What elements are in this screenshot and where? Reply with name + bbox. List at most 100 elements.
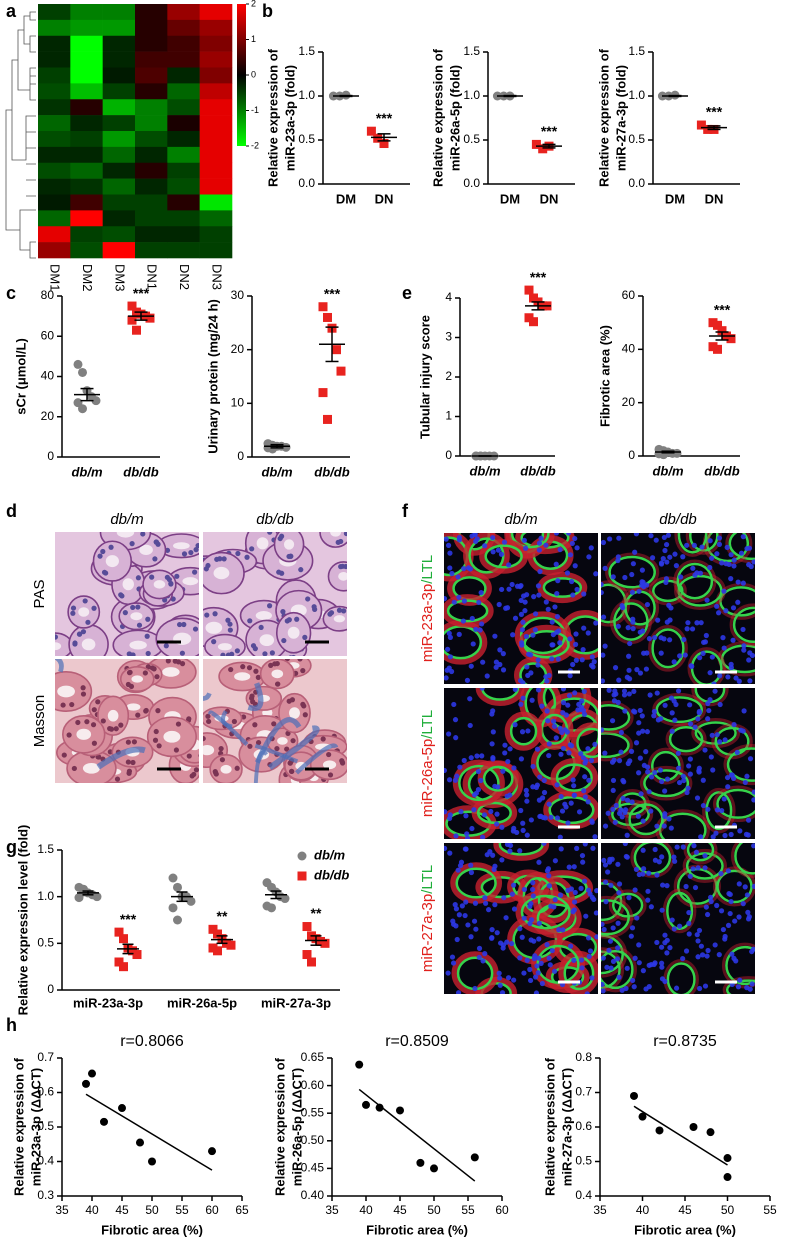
y-tick-label: 0.4 (37, 1154, 54, 1168)
heatmap-cell (38, 194, 71, 211)
nucleus (681, 777, 687, 784)
red-signal (447, 570, 492, 606)
nucleus (91, 707, 97, 713)
nucleus (702, 983, 709, 989)
nucleus (602, 823, 609, 829)
nucleus (582, 843, 588, 847)
nucleus (329, 520, 334, 525)
x-tick-label: DM (500, 191, 520, 206)
nucleus (557, 892, 564, 898)
nucleus (275, 681, 281, 687)
nucleus (559, 729, 565, 736)
nucleus (530, 632, 536, 638)
heatmap-cell (102, 35, 136, 52)
nucleus (694, 620, 700, 626)
data-point (726, 334, 736, 344)
nucleus (652, 769, 658, 776)
x-tick-label: DN (375, 191, 394, 206)
heatmap-cell (167, 194, 200, 211)
nucleus (249, 693, 255, 699)
y-axis-title: miR-27a-3p (fold) (613, 65, 628, 171)
nucleus (173, 747, 180, 753)
nucleus (588, 662, 595, 669)
nucleus (704, 597, 710, 603)
nucleus (686, 920, 692, 927)
nucleus (550, 631, 556, 638)
nucleus (616, 881, 623, 887)
nucleus (460, 618, 466, 624)
nucleus (622, 708, 628, 714)
nucleus (453, 735, 459, 741)
nucleus (648, 774, 655, 780)
nucleus (349, 567, 354, 572)
y-tick-label: 1.5 (628, 44, 645, 58)
colorbar-tick-label: 0 (251, 69, 256, 79)
heatmap-cell (38, 83, 71, 100)
nucleus (524, 664, 530, 670)
nucleus (500, 651, 506, 657)
nucleus (320, 736, 326, 742)
ltl-stain (555, 763, 593, 792)
nucleus (271, 721, 277, 727)
nucleus (624, 797, 631, 803)
y-axis-title: Relative expression level (fold) (15, 825, 30, 1016)
nucleus (455, 867, 461, 873)
nucleus (519, 627, 526, 633)
nucleus (608, 882, 614, 888)
nucleus (567, 636, 573, 642)
data-point (213, 946, 222, 956)
nucleus (462, 912, 468, 919)
nucleus (685, 785, 691, 791)
nucleus (726, 891, 732, 897)
nucleus (601, 539, 607, 546)
nucleus (751, 559, 755, 565)
nucleus (735, 984, 742, 990)
heatmap-cell (38, 162, 71, 179)
nucleus (656, 859, 662, 865)
heatmap-cell (167, 67, 200, 84)
nucleus (698, 620, 704, 626)
heatmap-cell (38, 131, 71, 148)
nucleus (580, 647, 586, 653)
nucleus (696, 985, 703, 992)
heatmap-cell (167, 35, 200, 52)
nucleus (671, 659, 677, 665)
nucleus (286, 698, 292, 704)
data-point (373, 133, 383, 143)
nucleus (469, 533, 475, 539)
nucleus (527, 977, 534, 984)
nucleus (548, 903, 554, 909)
nucleus (291, 654, 296, 656)
nucleus (463, 813, 469, 819)
panel-label: c (6, 283, 16, 303)
nucleus (476, 945, 483, 951)
x-tick-label: 55 (763, 1203, 777, 1217)
x-tick-label: 60 (205, 1203, 219, 1217)
red-signal (601, 895, 634, 939)
nucleus (745, 909, 751, 915)
ltl-stain (455, 867, 497, 899)
nucleus (456, 912, 462, 918)
nucleus (551, 723, 558, 729)
nucleus (494, 811, 500, 817)
column-label: db/db (659, 511, 697, 528)
column-label: DM3 (112, 264, 127, 291)
nucleus (637, 707, 643, 714)
nucleus (152, 556, 158, 562)
nucleus (186, 716, 192, 722)
nucleus (536, 859, 542, 865)
nucleus (700, 802, 707, 809)
nucleus (456, 631, 462, 637)
micrograph (55, 532, 199, 656)
y-tick-label: 0 (237, 449, 244, 463)
nucleus (489, 741, 495, 747)
nucleus (686, 931, 692, 937)
heatmap-cell (135, 83, 168, 100)
nucleus (309, 784, 314, 789)
nucleus (191, 771, 197, 778)
nucleus (587, 891, 593, 897)
nucleus (528, 937, 534, 943)
nucleus (69, 701, 75, 708)
nucleus (225, 617, 231, 623)
